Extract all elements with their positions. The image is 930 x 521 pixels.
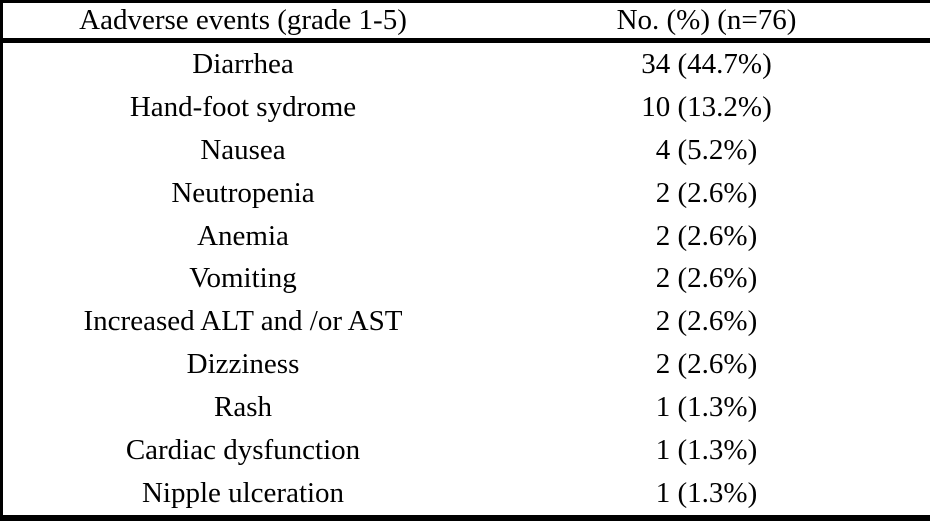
table-row: Vomiting 2 (2.6%): [3, 258, 930, 301]
value-cell: 4 (5.2%): [655, 133, 758, 166]
value-cell: 1 (1.3%): [655, 391, 758, 424]
value-cell: 2 (2.6%): [655, 262, 758, 295]
header-event-column: Aadverse events (grade 1-5): [79, 4, 407, 36]
value-cell: 2 (2.6%): [655, 348, 758, 381]
table-body: Diarrhea 34 (44.7%) Hand-foot sydrome 10…: [3, 43, 930, 515]
event-cell: Neutropenia: [171, 176, 315, 209]
value-cell: 1 (1.3%): [655, 434, 758, 467]
table-row: Nausea 4 (5.2%): [3, 129, 930, 172]
event-cell: Increased ALT and /or AST: [83, 305, 403, 338]
event-cell: Anemia: [197, 219, 289, 252]
table-header-row: Aadverse events (grade 1-5) No. (%) (n=7…: [3, 3, 930, 43]
table-row: Dizziness 2 (2.6%): [3, 343, 930, 386]
event-cell: Vomiting: [189, 262, 297, 295]
value-cell: 2 (2.6%): [655, 305, 758, 338]
table-row: Cardiac dysfunction 1 (1.3%): [3, 429, 930, 472]
table-row: Nipple ulceration 1 (1.3%): [3, 472, 930, 515]
table-row: Diarrhea 34 (44.7%): [3, 43, 930, 86]
event-cell: Nipple ulceration: [141, 477, 345, 510]
event-cell: Dizziness: [186, 348, 300, 381]
event-cell: Nausea: [200, 133, 286, 166]
event-cell: Diarrhea: [192, 47, 294, 80]
value-cell: 1 (1.3%): [655, 477, 758, 510]
value-cell: 10 (13.2%): [641, 90, 772, 123]
table-row: Neutropenia 2 (2.6%): [3, 172, 930, 215]
event-cell: Rash: [214, 391, 272, 424]
value-cell: 2 (2.6%): [655, 219, 758, 252]
table-row: Anemia 2 (2.6%): [3, 215, 930, 258]
event-cell: Cardiac dysfunction: [125, 434, 361, 467]
value-cell: 2 (2.6%): [655, 176, 758, 209]
table-row: Rash 1 (1.3%): [3, 386, 930, 429]
header-value-column: No. (%) (n=76): [616, 4, 797, 36]
table-row: Hand-foot sydrome 10 (13.2%): [3, 86, 930, 129]
table-row: Increased ALT and /or AST 2 (2.6%): [3, 300, 930, 343]
value-cell: 34 (44.7%): [641, 47, 772, 80]
event-cell: Hand-foot sydrome: [129, 90, 357, 123]
